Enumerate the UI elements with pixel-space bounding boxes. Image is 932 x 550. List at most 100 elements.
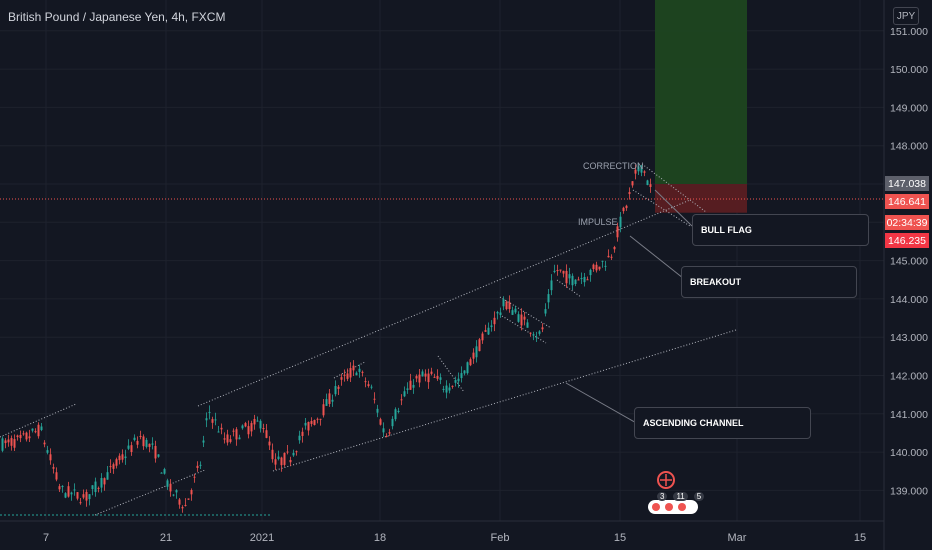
candle-body <box>256 420 259 422</box>
price-label-stop: 146.235 <box>885 233 929 248</box>
candle-body <box>580 278 583 280</box>
candle-body <box>469 359 472 366</box>
candle-body <box>334 386 337 395</box>
candle-body <box>211 419 214 423</box>
candle-body <box>61 485 64 488</box>
leader-bull-flag <box>654 189 693 227</box>
candle-body <box>520 314 523 326</box>
candle-body <box>19 434 22 439</box>
stop-zone[interactable] <box>655 184 747 213</box>
candle-body <box>412 384 415 388</box>
candle-body <box>70 492 73 495</box>
flag-line-2 <box>437 355 465 393</box>
candle-body <box>547 294 550 303</box>
candle-body <box>532 334 535 336</box>
watermark-badges: 3 11 5 <box>657 492 705 501</box>
candle-body <box>253 418 256 425</box>
candle-body <box>160 472 163 474</box>
candle-body <box>421 371 424 377</box>
candle-body <box>394 409 397 420</box>
candle-body <box>217 431 220 433</box>
candle-body <box>637 166 640 172</box>
candle-body <box>649 184 652 187</box>
watermark-badge: 3 <box>657 492 668 501</box>
candle-body <box>526 322 529 328</box>
candle-body <box>58 486 61 490</box>
candle-body <box>151 443 154 445</box>
candle-body <box>382 428 385 433</box>
y-tick-label: 144.000 <box>890 294 928 306</box>
candle-body <box>562 270 565 274</box>
candle-body <box>385 435 388 437</box>
candle-body <box>112 464 115 469</box>
candle-body <box>244 423 247 427</box>
candle-body <box>319 418 322 420</box>
x-axis-ticks: 7 21 2021 18 Feb 15 Mar 15 <box>43 532 866 544</box>
candle-body <box>496 312 499 314</box>
candle-body <box>415 376 418 379</box>
candle-body <box>190 490 193 495</box>
candle-body <box>172 494 175 496</box>
currency-badge[interactable]: JPY <box>893 7 919 25</box>
channel-upper-line <box>197 199 691 407</box>
candle-body <box>643 171 646 173</box>
candle-body <box>565 270 568 284</box>
candle-body <box>157 454 160 457</box>
candle-body <box>262 428 265 430</box>
chart-title: British Pound / Japanese Yen, 4h, FXCM <box>8 10 226 24</box>
candle-body <box>94 481 97 493</box>
candle-body <box>313 420 316 425</box>
candle-body <box>646 180 649 186</box>
flag-line-5 <box>556 279 582 298</box>
candle-body <box>88 494 91 500</box>
candle-body <box>571 275 574 286</box>
candle-body <box>367 384 370 386</box>
candle-body <box>310 421 313 424</box>
candle-body <box>214 419 217 421</box>
target-zone[interactable] <box>655 0 747 184</box>
candle-body <box>595 264 598 271</box>
candle-body <box>154 445 157 459</box>
candle-body <box>592 264 595 270</box>
candle-body <box>10 438 13 446</box>
candle-body <box>529 332 532 334</box>
candle-body <box>487 327 490 335</box>
candle-body <box>610 256 613 258</box>
candle-body <box>43 442 46 445</box>
candle-body <box>142 436 145 447</box>
y-tick-label: 140.000 <box>890 447 928 459</box>
candle-body <box>373 398 376 400</box>
candle-body <box>37 424 40 437</box>
y-tick-label: 149.000 <box>890 102 928 114</box>
candle-body <box>79 502 82 504</box>
candle-body <box>169 483 172 492</box>
annotation-breakout[interactable]: BREAKOUT <box>681 266 857 298</box>
x-tick-label: 15 <box>614 532 626 544</box>
candlesticks <box>1 163 652 513</box>
candle-body <box>619 216 622 228</box>
candle-body <box>601 260 604 262</box>
flag-line-7 <box>632 189 691 227</box>
candle-body <box>283 452 286 465</box>
flag-line-4 <box>501 315 547 344</box>
annotation-ascending-channel[interactable]: ASCENDING CHANNEL <box>634 407 811 439</box>
candle-body <box>568 274 571 279</box>
x-tick-label: 7 <box>43 532 49 544</box>
candle-body <box>514 308 517 313</box>
candle-body <box>103 478 106 485</box>
candle-body <box>553 270 556 272</box>
candle-body <box>1 438 4 451</box>
candle-body <box>67 486 70 497</box>
candle-body <box>52 467 55 469</box>
candle-body <box>136 440 139 445</box>
candle-body <box>325 399 328 406</box>
candle-body <box>139 435 142 437</box>
candle-body <box>34 431 37 433</box>
grid <box>0 0 884 521</box>
annotation-bull-flag[interactable]: BULL FLAG <box>692 214 869 246</box>
candle-body <box>229 439 232 442</box>
candle-body <box>7 439 10 443</box>
candle-body <box>46 450 49 453</box>
candle-body <box>460 373 463 379</box>
